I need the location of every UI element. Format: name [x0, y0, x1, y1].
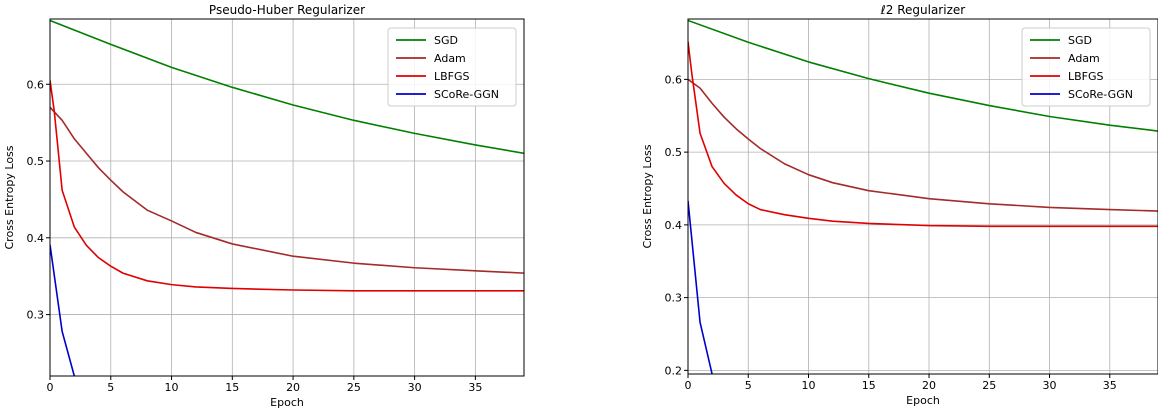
x-tick-label: 20 — [286, 381, 300, 394]
y-tick-label: 0.5 — [665, 146, 683, 159]
x-tick-label: 10 — [165, 381, 179, 394]
legend-label: Adam — [1068, 52, 1100, 65]
series-line-adam — [50, 106, 524, 274]
series-line-sgd — [50, 19, 524, 155]
legend: SGD Adam LBFGS SCoRe-GGN — [387, 27, 517, 107]
legend-label: SCoRe-GGN — [434, 88, 499, 101]
y-axis-label: Cross Entropy Loss — [3, 145, 16, 249]
x-tick-label: 30 — [1043, 379, 1057, 392]
legend-label: SGD — [1068, 34, 1092, 47]
x-tick-label: 25 — [347, 381, 361, 394]
y-tick-label: 0.4 — [665, 219, 683, 232]
series-line-lbfgs — [50, 80, 524, 292]
x-tick-label: 10 — [802, 379, 816, 392]
legend-label: LBFGS — [434, 70, 470, 83]
legend-label: LBFGS — [1068, 70, 1104, 83]
y-tick-label: 0.3 — [27, 309, 45, 322]
chart-huber: 0 5 10 15 20 25 30 35 0.3 0.4 0.5 0.6 Pseudo-Huber R… — [3, 3, 525, 409]
x-tick-label: 35 — [1103, 379, 1117, 392]
x-tick-label: 30 — [408, 381, 422, 394]
series-line-score-ggn — [50, 244, 76, 376]
series-group — [688, 19, 1158, 374]
x-tick-label: 0 — [685, 379, 692, 392]
series-line-adam — [688, 78, 1158, 212]
x-tick-label: 0 — [47, 381, 54, 394]
y-tick-label: 0.3 — [665, 292, 683, 305]
chart-title: ℓ2 Regularizer — [880, 3, 965, 17]
y-tick-label: 0.6 — [27, 78, 45, 91]
y-tick-label: 0.2 — [665, 364, 683, 377]
x-tick-label: 5 — [107, 381, 114, 394]
series-group — [50, 19, 524, 376]
x-tick-label: 5 — [745, 379, 752, 392]
series-line-score-ggn — [688, 200, 713, 374]
legend-label: Adam — [434, 52, 466, 65]
chart-l2: 0 5 10 15 20 25 30 35 0.2 0.3 0.4 0.5 0.6 ℓ2 Regulari… — [641, 3, 1158, 407]
x-axis-label: Epoch — [906, 394, 940, 407]
x-axis-label: Epoch — [270, 396, 304, 409]
series-line-sgd — [688, 19, 1158, 132]
x-tick-label: 35 — [468, 381, 482, 394]
chart-title: Pseudo-Huber Regularizer — [209, 3, 365, 17]
series-line-lbfgs — [688, 41, 1158, 228]
x-tick-label: 25 — [982, 379, 996, 392]
x-tick-label: 15 — [225, 381, 239, 394]
y-tick-label: 0.6 — [665, 73, 683, 86]
legend-box — [1021, 27, 1151, 107]
x-tick-label: 15 — [862, 379, 876, 392]
legend-label: SGD — [434, 34, 458, 47]
plot-frame — [687, 18, 1158, 375]
legend: SGD Adam LBFGS SCoRe-GGN — [1021, 27, 1151, 107]
y-tick-label: 0.4 — [27, 232, 45, 245]
x-tick-label: 20 — [922, 379, 936, 392]
y-tick-label: 0.5 — [27, 155, 45, 168]
legend-label: SCoRe-GGN — [1068, 88, 1133, 101]
y-axis-label: Cross Entropy Loss — [641, 144, 654, 248]
legend-box — [387, 27, 517, 107]
plot-frame — [49, 18, 525, 377]
